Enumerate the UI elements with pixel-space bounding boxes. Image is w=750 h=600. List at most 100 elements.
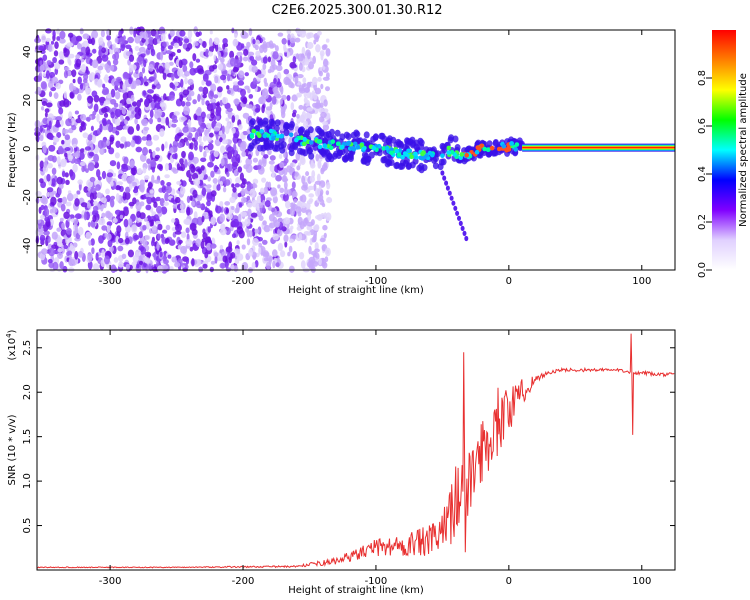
noise-blob xyxy=(222,255,228,263)
noise-blob xyxy=(301,175,305,184)
snr-multiplier-label: (x104) xyxy=(5,329,18,360)
noise-blob xyxy=(58,59,65,65)
noise-blob xyxy=(322,108,329,113)
noise-blob xyxy=(193,113,198,121)
colorbar-tick-label: 0.4 xyxy=(697,166,708,182)
noise-blob xyxy=(239,211,247,217)
noise-blob xyxy=(312,102,319,108)
noise-blob xyxy=(99,147,105,155)
noise-blob xyxy=(247,88,251,94)
trace-point xyxy=(339,144,345,150)
noise-blob xyxy=(88,151,95,157)
trace-halo xyxy=(405,163,412,170)
noise-blob xyxy=(315,153,320,162)
noise-blob xyxy=(249,55,255,61)
noise-blob xyxy=(213,252,219,257)
noise-blob xyxy=(179,94,184,102)
noise-blob xyxy=(101,47,106,54)
noise-blob xyxy=(164,192,170,202)
noise-blob xyxy=(91,37,95,46)
noise-blob xyxy=(183,121,187,126)
noise-blob xyxy=(85,168,89,174)
noise-blob xyxy=(326,216,330,221)
noise-blob xyxy=(85,231,92,240)
noise-blob xyxy=(268,213,275,222)
noise-blob xyxy=(75,118,82,124)
noise-blob xyxy=(215,114,221,122)
noise-blob xyxy=(57,198,64,203)
noise-blob xyxy=(188,151,194,161)
noise-blob xyxy=(79,125,83,133)
noise-blob xyxy=(102,125,108,131)
noise-blob xyxy=(234,33,238,38)
noise-blob xyxy=(65,118,72,127)
y-tick-label: 0.5 xyxy=(22,518,33,534)
noise-blob xyxy=(233,133,239,138)
noise-blob xyxy=(239,143,247,152)
trace-halo xyxy=(334,129,341,137)
noise-blob xyxy=(69,242,74,251)
noise-blob xyxy=(315,188,321,197)
noise-blob xyxy=(174,196,181,204)
noise-blob xyxy=(228,256,232,264)
noise-blob xyxy=(124,119,128,125)
noise-blob xyxy=(187,29,193,39)
noise-blob xyxy=(323,99,328,107)
trace-point xyxy=(384,145,390,151)
noise-blob xyxy=(152,37,159,46)
trace-point xyxy=(440,153,445,159)
noise-blob xyxy=(195,108,202,117)
noise-blob xyxy=(63,244,69,250)
noise-blob xyxy=(56,242,63,247)
trace-halo xyxy=(288,149,295,157)
noise-blob xyxy=(174,262,181,268)
noise-blob xyxy=(303,120,308,128)
snr-panel: -300 -200 -100 0 100 0.5 1.0 1.5 2.0 2.5 Height … xyxy=(5,329,676,596)
noise-blob xyxy=(176,132,184,137)
noise-blob xyxy=(122,83,126,91)
noise-blob xyxy=(100,29,105,38)
trace-point xyxy=(486,147,491,152)
noise-blob xyxy=(209,45,214,53)
noise-blob xyxy=(242,97,248,105)
noise-blob xyxy=(134,45,140,52)
noise-blob xyxy=(184,77,188,85)
noise-blob xyxy=(41,101,48,106)
noise-blob xyxy=(313,224,320,231)
noise-blob xyxy=(94,78,100,86)
x-tick-label: -200 xyxy=(232,576,255,587)
noise-blob xyxy=(244,218,251,227)
trace-point xyxy=(509,141,514,146)
noise-blob xyxy=(108,124,113,133)
noise-blob xyxy=(169,29,175,37)
trace-point xyxy=(489,145,495,151)
noise-blob xyxy=(100,139,108,148)
noise-blob xyxy=(143,217,148,222)
noise-blob xyxy=(109,136,115,142)
noise-blob xyxy=(178,40,183,47)
noise-blob xyxy=(322,203,326,208)
trace-point xyxy=(449,149,455,155)
trace-point xyxy=(413,151,418,157)
noise-blob xyxy=(221,97,229,105)
noise-blob xyxy=(314,180,322,185)
streak-point xyxy=(447,190,452,196)
noise-blob xyxy=(237,80,245,86)
spectrogram-x-ticks: -300 -200 -100 0 100 xyxy=(99,30,651,287)
noise-blob xyxy=(61,196,67,205)
noise-blob xyxy=(154,107,158,114)
noise-blob xyxy=(213,127,221,132)
noise-blob xyxy=(240,88,246,97)
noise-blob xyxy=(257,73,265,79)
trace-halo xyxy=(307,147,314,154)
noise-blob xyxy=(35,197,40,204)
noise-blob xyxy=(215,102,220,107)
noise-blob xyxy=(138,255,143,262)
noise-blob xyxy=(84,87,92,94)
noise-blob xyxy=(276,71,282,81)
noise-blob xyxy=(127,126,135,135)
noise-blob xyxy=(153,201,158,208)
noise-blob xyxy=(202,41,207,48)
noise-blob xyxy=(219,201,224,208)
noise-blob xyxy=(306,107,313,112)
